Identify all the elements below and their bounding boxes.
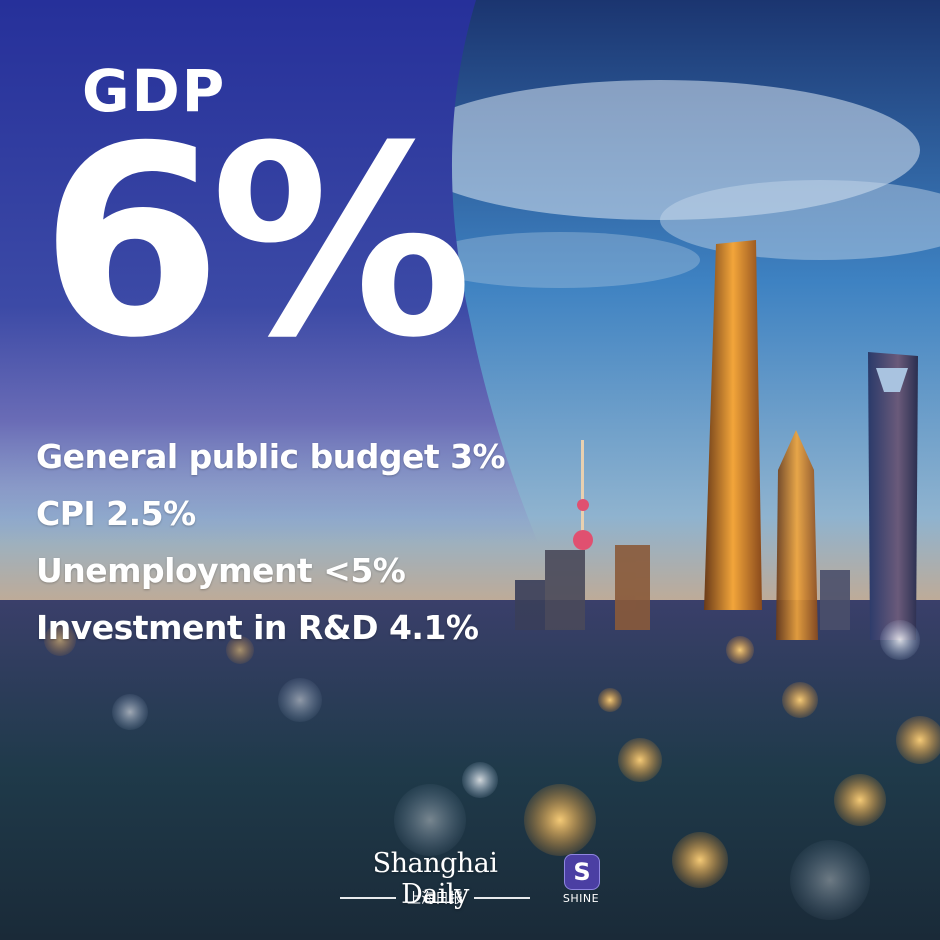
shine-logo: S SHINE xyxy=(560,854,604,914)
brand-footer: Shanghai Daily 上海日报 S SHINE xyxy=(336,848,606,920)
shine-s-icon: S xyxy=(564,854,600,890)
gdp-growth-value: 6% xyxy=(40,90,473,395)
shanghai-daily-chinese: 上海日报 xyxy=(407,891,463,907)
stat-general-public-budget: General public budget 3% xyxy=(36,437,506,476)
stat-rd-investment: Investment in R&D 4.1% xyxy=(36,608,479,647)
stat-unemployment: Unemployment <5% xyxy=(36,551,406,590)
shanghai-daily-logo: Shanghai Daily xyxy=(372,848,498,910)
left-rule xyxy=(340,897,396,899)
target-list: General public budget 3% CPI 2.5% Unempl… xyxy=(36,428,506,656)
right-rule xyxy=(474,897,530,899)
headline-gdp: GDP xyxy=(82,57,227,125)
brand-subline: 上海日报 xyxy=(336,888,534,907)
stat-cpi: CPI 2.5% xyxy=(36,494,196,533)
shine-label: SHINE xyxy=(562,892,600,905)
